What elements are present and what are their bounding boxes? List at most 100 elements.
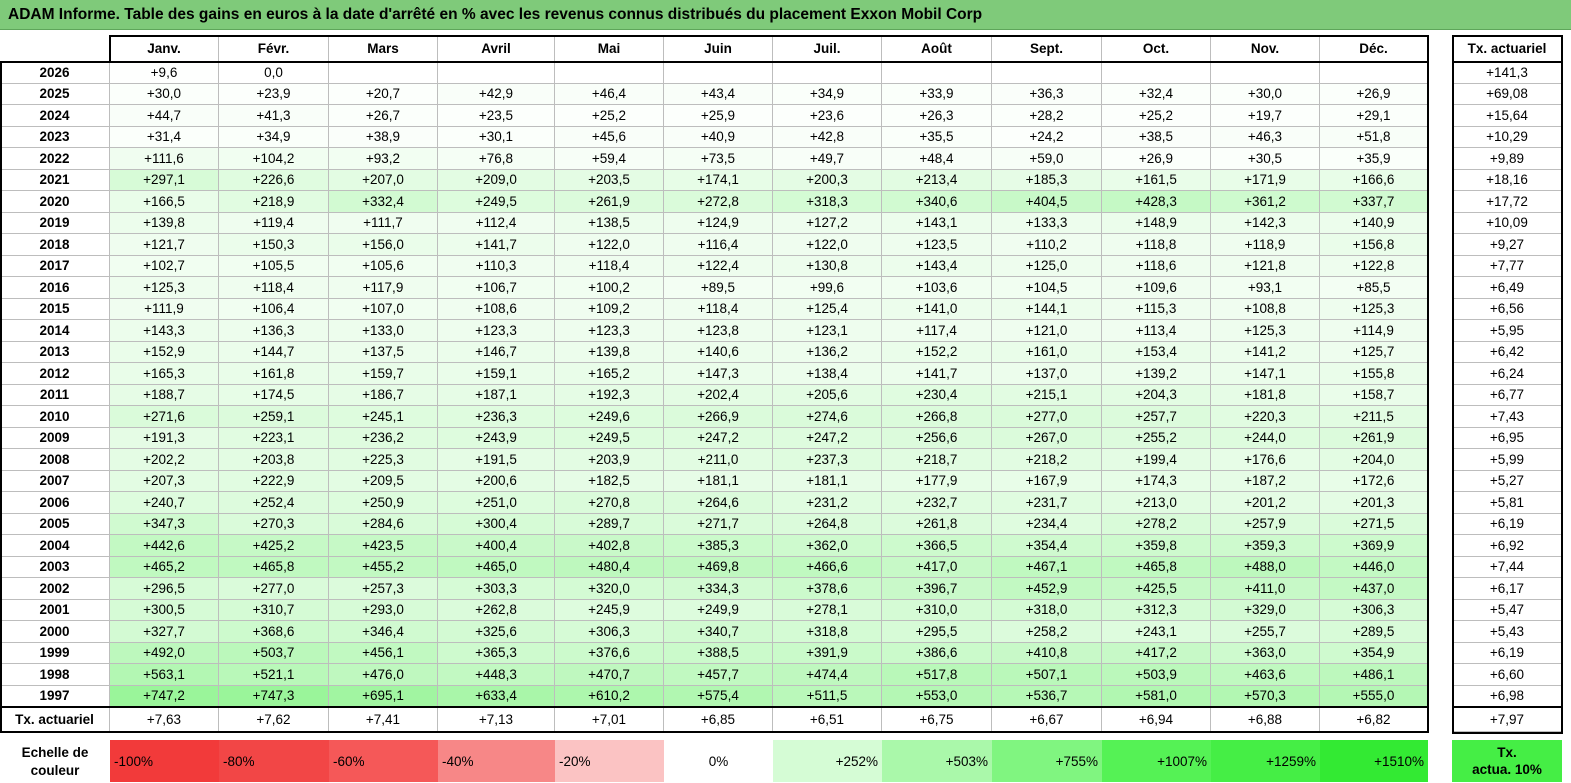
gain-cell: +147,1 (1211, 363, 1320, 385)
gain-cell: +49,7 (773, 148, 882, 170)
gain-cell: +125,4 (773, 298, 882, 320)
gain-cell: +111,7 (329, 212, 438, 234)
annual-rate-cell: +5,95 (1453, 320, 1562, 342)
year-label: 1997 (0, 685, 110, 707)
annual-rate-cell: +69,08 (1453, 83, 1562, 105)
gain-cell: +24,2 (992, 126, 1102, 148)
gain-cell: +118,4 (664, 298, 773, 320)
gain-cell: +20,7 (329, 83, 438, 105)
gain-cell: +148,9 (1102, 212, 1211, 234)
gain-cell: +200,6 (438, 470, 555, 492)
gain-cell: +236,3 (438, 406, 555, 428)
footer-total-cell: +7,97 (1453, 707, 1562, 732)
gain-cell: +222,9 (219, 470, 329, 492)
gain-cell (329, 62, 438, 84)
gain-cell: +223,1 (219, 427, 329, 449)
gain-cell: +76,8 (438, 148, 555, 170)
gain-cell: +213,4 (882, 169, 992, 191)
gain-cell: +103,6 (882, 277, 992, 299)
gain-cell (1102, 62, 1211, 84)
gain-cell: +123,3 (555, 320, 664, 342)
legend-line1: Tx. (1497, 745, 1517, 760)
color-scale-step: -60% (329, 740, 438, 782)
gain-cell: +45,6 (555, 126, 664, 148)
gain-cell: +257,9 (1211, 513, 1320, 535)
gain-cell: +118,8 (1102, 234, 1211, 256)
gain-cell: +143,1 (882, 212, 992, 234)
gain-cell: +296,5 (110, 578, 219, 600)
gain-cell: +442,6 (110, 535, 219, 557)
gain-cell: +125,3 (1320, 298, 1428, 320)
gain-cell: +161,8 (219, 363, 329, 385)
gain-cell: +23,9 (219, 83, 329, 105)
gain-cell: +203,5 (555, 169, 664, 191)
gain-cell: +362,0 (773, 535, 882, 557)
gain-cell: +104,5 (992, 277, 1102, 299)
gain-cell: +517,8 (882, 664, 992, 686)
gain-cell: +220,3 (1211, 406, 1320, 428)
gain-cell: +255,7 (1211, 621, 1320, 643)
gain-cell: +359,3 (1211, 535, 1320, 557)
year-label: 2013 (0, 341, 110, 363)
gain-cell: +111,6 (110, 148, 219, 170)
gain-cell: +110,2 (992, 234, 1102, 256)
year-label: 2021 (0, 169, 110, 191)
year-label: 1998 (0, 664, 110, 686)
gain-cell: +203,8 (219, 449, 329, 471)
gain-cell: +174,1 (664, 169, 773, 191)
gain-cell: +85,5 (1320, 277, 1428, 299)
footer-rate-cell: +6,85 (664, 707, 773, 732)
gain-cell: +318,3 (773, 191, 882, 213)
gain-cell: +187,1 (438, 384, 555, 406)
gain-cell (773, 62, 882, 84)
gain-cell: +137,0 (992, 363, 1102, 385)
gain-cell: +107,0 (329, 298, 438, 320)
gain-cell: +201,3 (1320, 492, 1428, 514)
gain-cell: +34,9 (219, 126, 329, 148)
gain-cell: +266,9 (664, 406, 773, 428)
gain-cell (438, 62, 555, 84)
gain-cell: +247,2 (773, 427, 882, 449)
gain-cell: +480,4 (555, 556, 664, 578)
footer-rate-cell: +6,51 (773, 707, 882, 732)
gain-cell: +306,3 (1320, 599, 1428, 621)
gain-cell: +465,8 (1102, 556, 1211, 578)
year-label: 2026 (0, 62, 110, 84)
annual-rate-cell: +6,17 (1453, 578, 1562, 600)
annual-rate-cell: +10,29 (1453, 126, 1562, 148)
annual-rate-cell: +6,77 (1453, 384, 1562, 406)
gain-cell: +289,7 (555, 513, 664, 535)
color-scale-step: +1259% (1211, 740, 1320, 782)
gain-cell: +121,7 (110, 234, 219, 256)
gain-cell: +187,2 (1211, 470, 1320, 492)
gain-cell: +266,8 (882, 406, 992, 428)
gain-cell: +354,4 (992, 535, 1102, 557)
gain-cell: +181,1 (664, 470, 773, 492)
gain-cell: +465,8 (219, 556, 329, 578)
annual-rate-cell: +5,43 (1453, 621, 1562, 643)
gain-cell: +165,3 (110, 363, 219, 385)
gain-cell: +411,0 (1211, 578, 1320, 600)
year-label: 2010 (0, 406, 110, 428)
gain-cell: +402,8 (555, 535, 664, 557)
gain-cell: +295,5 (882, 621, 992, 643)
gain-cell: +274,6 (773, 406, 882, 428)
gain-cell: +106,7 (438, 277, 555, 299)
color-scale-step: -20% (555, 740, 664, 782)
year-label: 2005 (0, 513, 110, 535)
gain-cell: +284,6 (329, 513, 438, 535)
gain-cell: +105,5 (219, 255, 329, 277)
gain-cell: +106,4 (219, 298, 329, 320)
gain-cell: +25,2 (1102, 105, 1211, 127)
gain-cell: +400,4 (438, 535, 555, 557)
gain-cell: +310,7 (219, 599, 329, 621)
gain-cell: +563,1 (110, 664, 219, 686)
gain-cell: +176,6 (1211, 449, 1320, 471)
gain-cell: +200,3 (773, 169, 882, 191)
gain-cell: +111,9 (110, 298, 219, 320)
annual-rate-cell: +5,47 (1453, 599, 1562, 621)
gain-cell: +141,7 (882, 363, 992, 385)
gain-cell: +42,9 (438, 83, 555, 105)
gain-cell: +125,0 (992, 255, 1102, 277)
annual-rate-cell: +17,72 (1453, 191, 1562, 213)
